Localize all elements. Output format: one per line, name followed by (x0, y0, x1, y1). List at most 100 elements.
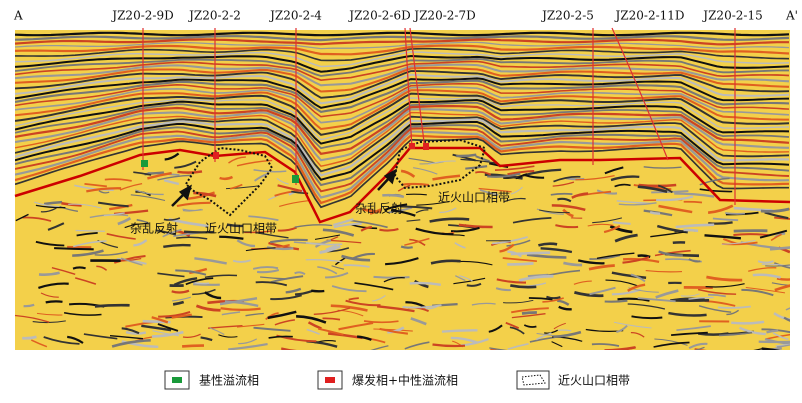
reflector (313, 307, 351, 316)
reflector (546, 295, 561, 300)
reflector (507, 343, 529, 350)
reflector (384, 203, 408, 211)
reflector (252, 266, 279, 270)
reflector (731, 320, 765, 325)
reflector (439, 207, 457, 214)
reflector (75, 355, 92, 357)
reflector (490, 348, 499, 350)
reflector (15, 35, 790, 42)
legend-label: 近火山口相带 (558, 374, 630, 388)
reflector (409, 238, 426, 246)
reflector (609, 225, 633, 234)
reflector (157, 272, 185, 278)
reflector (185, 277, 214, 286)
reflector (314, 239, 332, 248)
reflector (15, 108, 790, 162)
reflector (637, 297, 676, 303)
reflector (373, 275, 410, 279)
reflector (294, 289, 313, 296)
reflector (221, 311, 241, 316)
reflector (54, 247, 94, 251)
reflector (555, 224, 579, 229)
well-paths (142, 27, 736, 205)
reflector (680, 293, 700, 297)
reflector (341, 254, 371, 262)
reflector (228, 156, 246, 164)
reflector (455, 275, 466, 282)
reflector (577, 259, 605, 265)
reflector (707, 204, 734, 215)
reflector (551, 204, 586, 212)
reflector (617, 346, 636, 350)
reflector (741, 353, 773, 356)
reflector (656, 195, 694, 202)
reflector (721, 239, 756, 245)
legend-label: 爆发相+中性溢流相 (352, 373, 458, 388)
reflector (194, 257, 227, 265)
reflector (571, 192, 589, 199)
reflector (495, 287, 511, 292)
reflector (509, 326, 525, 335)
reflector (111, 338, 151, 348)
reflector (15, 77, 790, 109)
reflector (15, 97, 790, 141)
reflector (688, 296, 714, 300)
reflector (712, 217, 739, 222)
reflector (370, 345, 389, 350)
reflector (698, 305, 732, 313)
reflector (15, 47, 790, 62)
reflector (270, 275, 304, 283)
reflector (360, 225, 372, 232)
reflector (630, 273, 646, 283)
reflector (182, 333, 201, 339)
reflector (164, 152, 180, 161)
reflector (588, 264, 615, 271)
reflector (294, 224, 333, 228)
reflector (432, 343, 466, 348)
reflector (72, 240, 107, 248)
reflector (587, 223, 614, 227)
reflector (345, 299, 381, 307)
reflector (757, 260, 774, 264)
reflector (15, 121, 790, 181)
reflector (15, 63, 790, 87)
reflector (135, 189, 164, 196)
reflector (719, 331, 753, 337)
reflector (96, 265, 108, 271)
reflector (643, 166, 682, 169)
seismic-section (15, 31, 790, 357)
reflector (354, 282, 394, 291)
arrow-head (178, 184, 192, 201)
reflector (603, 224, 621, 234)
reflector (523, 324, 537, 328)
reflector (225, 185, 259, 190)
arrow-head (383, 168, 397, 185)
well-label: JZ20-2-6D (347, 9, 410, 23)
reflector (35, 240, 65, 247)
reflector (511, 313, 546, 319)
reflector (425, 304, 440, 310)
reflector (557, 299, 570, 306)
reflector (361, 207, 382, 213)
reflector (428, 160, 456, 166)
reflector (163, 179, 180, 186)
reflector (605, 279, 638, 287)
reflector (385, 257, 419, 266)
reflector (171, 313, 192, 319)
reflector (653, 341, 690, 348)
reflector (413, 279, 429, 289)
reflector (521, 311, 537, 315)
reflector (151, 316, 169, 324)
reflector (776, 277, 790, 281)
reflector (209, 327, 225, 335)
reflector (15, 102, 790, 150)
reflector (379, 227, 399, 232)
reflector (669, 297, 705, 302)
reflector (524, 174, 545, 179)
reflector (726, 309, 740, 316)
reflector (236, 239, 256, 248)
reflector (193, 283, 220, 286)
reflector (466, 282, 482, 287)
well-label: JZ20-2-4 (268, 9, 322, 23)
